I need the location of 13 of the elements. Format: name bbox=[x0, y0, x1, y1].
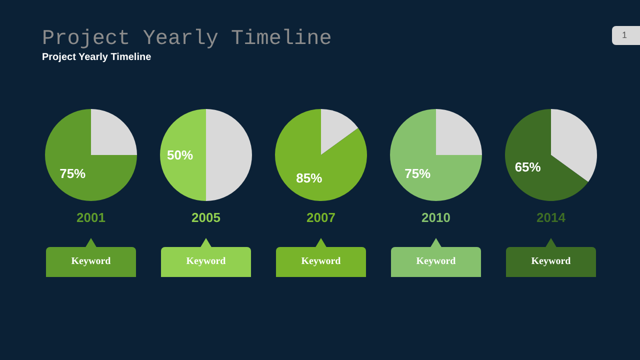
text: 1 bbox=[612, 26, 640, 45]
data-label: 75% bbox=[60, 166, 86, 181]
text: 2001 bbox=[76, 210, 106, 225]
text: 2010 bbox=[420, 210, 452, 225]
data-label: 85% bbox=[296, 170, 323, 186]
text: 2005 bbox=[190, 210, 222, 225]
text: 2007 bbox=[306, 210, 336, 225]
text: Project Yearly Timeline bbox=[42, 28, 332, 51]
data-label: 65% bbox=[514, 159, 542, 174]
data-label: 75% bbox=[404, 166, 432, 181]
chart-subtitle: Project Yearly Timeline bbox=[42, 52, 152, 63]
text: 2014 bbox=[536, 210, 566, 225]
data-label: 50% bbox=[166, 148, 194, 162]
